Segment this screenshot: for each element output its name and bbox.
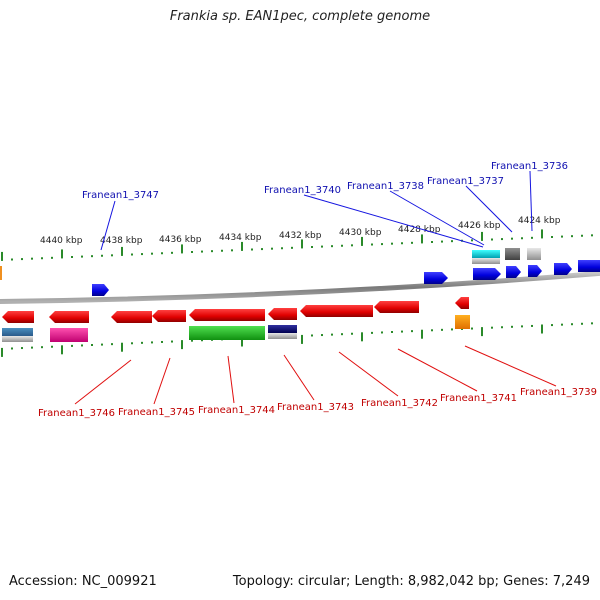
scale-label: 4428 kbp <box>398 225 441 235</box>
gene-forward[interactable] <box>506 266 521 278</box>
gene-label-bottom[interactable]: Franean1_3745 <box>118 407 195 418</box>
genome-backbone <box>0 270 600 304</box>
feature-gray <box>2 336 33 342</box>
scale-label: 4426 kbp <box>458 221 501 231</box>
feature-cyan <box>472 250 500 258</box>
feature-gray <box>527 248 541 260</box>
gene-franean1-3744[interactable] <box>189 309 265 321</box>
gene-franean1-3739[interactable] <box>455 297 469 309</box>
gene-label-bottom[interactable]: Franean1_3741 <box>440 393 517 404</box>
gene-franean1-3747[interactable] <box>92 284 109 296</box>
scale-label: 4430 kbp <box>339 228 382 238</box>
gene-label-bottom[interactable]: Franean1_3739 <box>520 387 597 398</box>
map-title: Frankia sp. EAN1pec, complete genome <box>169 9 431 24</box>
forward-features <box>472 248 541 264</box>
gene-reverse[interactable] <box>152 310 186 322</box>
reverse-features <box>2 315 470 342</box>
scale-label: 4440 kbp <box>40 236 83 246</box>
gene-label-top[interactable]: Franean1_3736 <box>491 161 568 172</box>
gene-franean1-3746[interactable] <box>49 311 89 323</box>
gene-forward[interactable] <box>473 268 501 280</box>
top-gene-labels: Franean1_3747 Franean1_3740 Franean1_373… <box>82 161 568 201</box>
gene-forward[interactable] <box>578 260 600 272</box>
feature-gray <box>268 333 297 339</box>
gene-forward[interactable] <box>554 263 572 275</box>
gene-forward[interactable] <box>528 265 542 277</box>
gene-label-top[interactable]: Franean1_3737 <box>427 176 504 187</box>
gene-franean1-3743[interactable] <box>268 308 297 320</box>
genome-info-text: Topology: circular; Length: 8,982,042 bp… <box>232 574 590 589</box>
reverse-genes <box>2 297 469 323</box>
gene-reverse-partial[interactable] <box>2 311 34 323</box>
scale-label: 4434 kbp <box>219 233 262 243</box>
bottom-gene-labels: Franean1_3746 Franean1_3745 Franean1_374… <box>38 387 597 419</box>
gene-label-bottom[interactable]: Franean1_3746 <box>38 408 115 419</box>
gene-label-bottom[interactable]: Franean1_3744 <box>198 405 275 416</box>
feature-orange <box>455 315 470 329</box>
scale-label: 4436 kbp <box>159 235 202 245</box>
gene-forward-partial <box>0 266 2 280</box>
gene-franean1-3742[interactable] <box>300 305 373 317</box>
gene-label-bottom[interactable]: Franean1_3742 <box>361 398 438 409</box>
top-leader-lines <box>100 170 533 251</box>
bottom-leader-lines <box>74 345 557 405</box>
gene-label-top[interactable]: Franean1_3747 <box>82 190 159 201</box>
gene-franean1-3741[interactable] <box>374 301 419 313</box>
scale-label: 4432 kbp <box>279 231 322 241</box>
feature-magenta <box>50 328 88 342</box>
feature-green <box>189 326 265 340</box>
upper-tick-track <box>1 229 593 261</box>
scale-labels: 4440 kbp 4438 kbp 4436 kbp 4434 kbp 4432… <box>40 216 561 246</box>
scale-label: 4424 kbp <box>518 216 561 226</box>
feature-darkgray <box>505 248 520 260</box>
feature-steel <box>2 328 33 336</box>
accession-text: Accession: NC_009921 <box>9 574 157 589</box>
feature-gray <box>472 258 500 264</box>
forward-genes <box>0 260 600 296</box>
gene-label-top[interactable]: Franean1_3738 <box>347 181 424 192</box>
gene-label-bottom[interactable]: Franean1_3743 <box>277 402 354 413</box>
lower-tick-track <box>1 322 593 357</box>
scale-label: 4438 kbp <box>100 236 143 246</box>
gene-label-top[interactable]: Franean1_3740 <box>264 185 341 196</box>
gene-franean1-3745[interactable] <box>111 311 152 323</box>
gene-forward[interactable] <box>424 272 448 284</box>
feature-navy <box>268 325 297 333</box>
